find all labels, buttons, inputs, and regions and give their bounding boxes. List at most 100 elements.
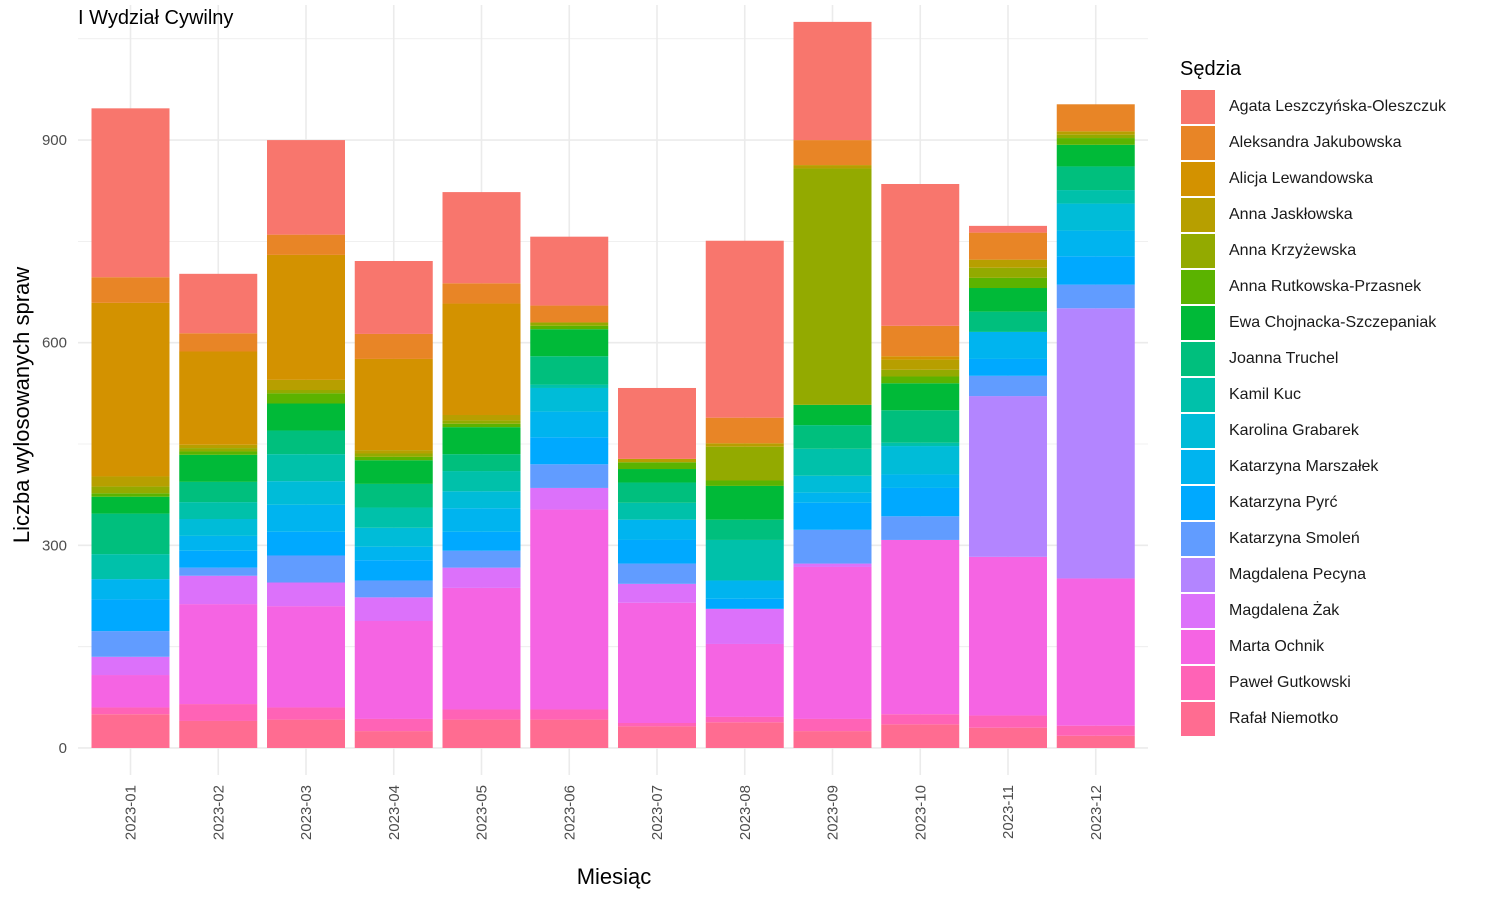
legend-swatch <box>1181 198 1215 232</box>
bar-segment <box>618 458 696 463</box>
legend-label: Kamil Kuc <box>1229 386 1302 403</box>
x-tick-label: 2023-09 <box>825 785 842 840</box>
bar-segment <box>442 587 521 710</box>
bar-segment <box>179 333 258 352</box>
legend-swatch <box>1181 270 1215 304</box>
bar-segment <box>91 554 170 580</box>
bar-segment <box>179 604 258 705</box>
legend-label: Katarzyna Pyrć <box>1229 494 1338 511</box>
legend-item: Ewa Chojnacka-Szczepaniak <box>1181 305 1446 341</box>
bar-segment <box>881 446 960 475</box>
bar-segment <box>793 425 872 449</box>
legend-label: Karolina Grabarek <box>1229 422 1359 439</box>
bar-segment <box>1056 131 1135 135</box>
bar-segment <box>530 464 609 488</box>
bar-segment <box>705 643 784 717</box>
bar-segment <box>442 531 521 551</box>
legend-label: Agata Leszczyńska-Oleszczuk <box>1229 98 1446 115</box>
bar-segment <box>267 140 345 235</box>
bar-segment <box>1056 256 1135 285</box>
bar-segment <box>354 507 433 528</box>
chart-title: I Wydział Cywilny <box>78 7 234 29</box>
bar-segment <box>969 727 1047 748</box>
bar-segment <box>442 192 521 284</box>
bar-segment <box>354 580 433 598</box>
bar-segment <box>179 575 258 605</box>
bar-segment <box>530 509 609 710</box>
bar-segment <box>881 442 960 447</box>
bar-segment <box>442 303 521 415</box>
bar-segment <box>705 598 784 609</box>
bar-segment <box>969 396 1047 557</box>
bar-segment <box>705 443 784 447</box>
legend-swatch <box>1181 702 1215 736</box>
bar-segment <box>442 283 521 304</box>
legend-swatch <box>1181 306 1215 340</box>
bar-segment <box>1056 578 1135 726</box>
bar-segment <box>530 411 609 438</box>
bar-segment <box>442 471 521 492</box>
legend-item: Joanna Truchel <box>1181 341 1446 377</box>
x-tick-label: 2023-07 <box>649 785 666 840</box>
bar-segment <box>881 714 960 725</box>
bar-segment <box>530 325 609 330</box>
legend-item: Anna Krzyżewska <box>1181 233 1446 269</box>
bar-segment <box>354 621 433 719</box>
bar-segment <box>530 305 609 323</box>
legend-swatch <box>1181 234 1215 268</box>
bar-segment <box>354 460 433 484</box>
bar-segment <box>91 675 170 708</box>
bar-segment <box>793 492 872 503</box>
legend-swatch <box>1181 162 1215 196</box>
bar-segment <box>969 358 1047 376</box>
bar-segment <box>91 513 170 555</box>
legend-item: Alicja Lewandowska <box>1181 161 1446 197</box>
bar-segment <box>91 302 170 477</box>
bar-segment <box>793 404 872 426</box>
bar-segment <box>969 375 1047 397</box>
bar-segment <box>793 168 872 405</box>
bar-segment <box>442 567 521 588</box>
bar-segment <box>442 550 521 568</box>
bar-segment <box>1056 735 1135 748</box>
bar-segment <box>442 420 521 424</box>
bar-segment <box>354 527 433 547</box>
bar-segment <box>91 599 170 632</box>
legend-item: Katarzyna Marszałek <box>1181 449 1446 485</box>
bar-segment <box>530 487 609 510</box>
bar-segment <box>618 462 696 470</box>
bar-segment <box>267 707 345 720</box>
bar-segment <box>91 579 170 600</box>
bar-segment <box>179 502 258 520</box>
legend-item: Kamil Kuc <box>1181 377 1446 413</box>
bar-segment <box>618 726 696 748</box>
bar-segment <box>881 383 960 411</box>
bar-segment <box>267 403 345 431</box>
bar-segment <box>91 476 170 487</box>
x-tick-label: 2023-12 <box>1088 785 1105 840</box>
bar-segment <box>179 273 258 334</box>
bar-segment <box>793 563 872 567</box>
bar-segment <box>618 539 696 564</box>
bar-segment <box>267 719 345 748</box>
bar-segment <box>267 390 345 394</box>
x-tick-label: 2023-06 <box>561 785 578 840</box>
bar-segment <box>881 183 960 326</box>
bar-segment <box>442 414 521 421</box>
bar-segment <box>530 437 609 465</box>
legend-swatch <box>1181 630 1215 664</box>
bar-segment <box>793 502 872 530</box>
legend-title: Sędzia <box>1180 58 1242 80</box>
x-tick-label: 2023-01 <box>123 785 140 840</box>
bar-segment <box>881 724 960 748</box>
legend-swatch <box>1181 558 1215 592</box>
legend-swatch <box>1181 450 1215 484</box>
bar-segment <box>618 602 696 723</box>
bar-segment <box>618 469 696 483</box>
bar-segment <box>793 140 872 166</box>
bar-segment <box>442 709 521 720</box>
bar-segment <box>618 482 696 503</box>
bar-segment <box>442 719 521 748</box>
legend-swatch <box>1181 486 1215 520</box>
legend-label: Rafał Niemotko <box>1229 710 1339 727</box>
